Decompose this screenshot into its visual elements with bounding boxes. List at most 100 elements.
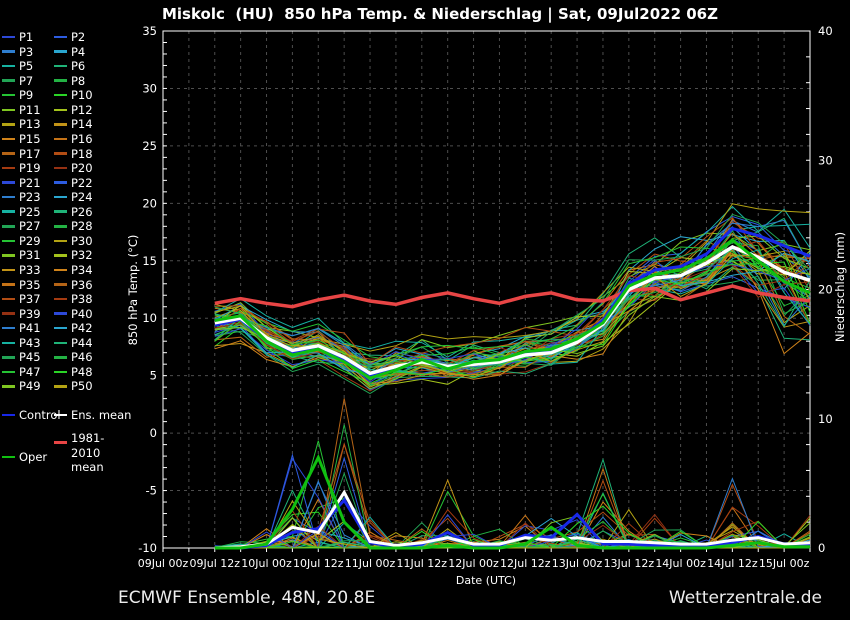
x-tick-label: 09Jul 00z — [138, 557, 189, 570]
control-swatch — [2, 413, 15, 417]
legend-swatch-P34 — [54, 268, 67, 272]
legend-swatch-P40 — [54, 312, 67, 315]
legend-swatch-P12 — [54, 108, 67, 112]
legend-item-P9: P9 — [2, 88, 33, 102]
chart-title: Miskolc (HU) 850 hPa Temp. & Niederschla… — [161, 5, 718, 23]
legend-item-P1: P1 — [2, 30, 34, 44]
legend-item-P32: P32 — [54, 248, 93, 262]
legend-item-ens-mean: Ens. mean — [54, 408, 132, 422]
legend-swatch-P1 — [2, 35, 15, 39]
y-left-tick-label: 20 — [142, 196, 157, 210]
legend-label-P3: P3 — [19, 44, 34, 59]
y-left-tick-label: 25 — [142, 139, 157, 153]
legend-item-P6: P6 — [54, 59, 85, 73]
legend-label-P18: P18 — [71, 146, 93, 161]
legend-item-P38: P38 — [54, 292, 93, 306]
member-temp-line — [214, 203, 811, 352]
legend-item-P47: P47 — [2, 365, 41, 379]
legend-label-P12: P12 — [71, 102, 93, 117]
legend-label-P43: P43 — [19, 335, 41, 350]
legend-label-P41: P41 — [19, 321, 41, 336]
legend-item-P8: P8 — [54, 73, 86, 88]
legend-label-P37: P37 — [19, 292, 41, 307]
legend-item-P31: P31 — [2, 248, 41, 262]
legend-item-P16: P16 — [54, 132, 93, 146]
legend-swatch-P27 — [2, 225, 15, 228]
legend-item-P21: P21 — [2, 175, 41, 190]
y-left-tick-label: 5 — [150, 369, 157, 383]
legend-label-P48: P48 — [71, 364, 93, 379]
legend-item-P23: P23 — [2, 190, 41, 205]
legend-item-P43: P43 — [2, 335, 41, 350]
legend-item-P13: P13 — [2, 117, 41, 131]
legend-label-P19: P19 — [19, 161, 41, 175]
legend-swatch-P5 — [2, 64, 15, 68]
legend-label-P30: P30 — [71, 233, 93, 248]
y-left-tick-label: -5 — [146, 484, 157, 498]
y-right-tick-label: 10 — [818, 412, 833, 426]
y-left-tick-label: 30 — [142, 81, 157, 95]
legend-item-P19: P19 — [2, 161, 41, 175]
legend-swatch-P31 — [2, 254, 15, 257]
legend-swatch-P14 — [54, 123, 67, 126]
legend-label-P14: P14 — [71, 117, 93, 132]
legend-swatch-P24 — [54, 195, 67, 199]
legend-item-oper: Oper — [2, 450, 47, 464]
y-axis-right-title: Niederschlag (mm) — [833, 231, 847, 343]
legend-item-P44: P44 — [54, 336, 93, 350]
ens-mean-swatch — [54, 413, 67, 417]
legend-label-P11: P11 — [19, 102, 41, 117]
legend-item-P3: P3 — [2, 44, 34, 59]
legend-label-P2: P2 — [71, 30, 86, 44]
legend-item-P25: P25 — [2, 205, 41, 219]
legend-item-P28: P28 — [54, 219, 93, 233]
legend-swatch-P28 — [54, 225, 67, 228]
legend-item-P41: P41 — [2, 321, 41, 336]
legend-swatch-P50 — [54, 385, 67, 388]
legend-item-P18: P18 — [54, 146, 93, 161]
x-tick-label: 13Jul 12z — [604, 557, 655, 570]
legend-swatch-P43 — [2, 341, 15, 345]
legend-item-P49: P49 — [2, 379, 41, 394]
legend-label-P27: P27 — [19, 219, 41, 234]
legend-item-P35: P35 — [2, 278, 41, 292]
x-tick-label: 14Jul 00z — [655, 557, 706, 570]
legend-item-P42: P42 — [54, 321, 93, 335]
legend-label-P23: P23 — [19, 190, 41, 205]
legend-item-P7: P7 — [2, 74, 33, 88]
legend-item-P4: P4 — [54, 45, 85, 59]
y-left-tick-label: 0 — [150, 426, 157, 440]
x-tick-label: 13Jul 00z — [552, 557, 603, 570]
legend-swatch-P25 — [2, 210, 15, 213]
legend-swatch-P47 — [2, 370, 15, 374]
legend-swatch-P18 — [54, 152, 67, 155]
clim-mean-label-line2: mean — [71, 460, 104, 474]
ens-mean-label: Ens. mean — [71, 408, 132, 422]
legend-item-P34: P34 — [54, 263, 93, 277]
legend-label-P26: P26 — [71, 204, 93, 219]
legend-swatch-P39 — [2, 312, 15, 315]
legend-swatch-P8 — [54, 79, 67, 82]
legend-label-P8: P8 — [71, 73, 86, 88]
legend-swatch-P2 — [54, 35, 67, 39]
x-tick-label: 11Jul 12z — [397, 557, 448, 570]
x-axis-title: Date (UTC) — [455, 574, 517, 587]
clim-mean-swatch — [54, 441, 67, 444]
control-label: Control — [19, 408, 61, 422]
ensemble-legend: P1 P2 P3 P4 P5 P6 P7 P8 P9 P10 P11 P12 P13 P14 P15 P16 P… — [0, 0, 131, 480]
x-tick-label: 14Jul 12z — [707, 557, 758, 570]
legend-label-P5: P5 — [19, 59, 34, 74]
legend-item-P33: P33 — [2, 263, 41, 277]
legend-label-P49: P49 — [19, 379, 41, 394]
legend-swatch-P29 — [2, 239, 15, 243]
legend-item-P11: P11 — [2, 102, 41, 117]
legend-swatch-P11 — [2, 108, 15, 112]
legend-swatch-P4 — [54, 50, 67, 53]
legend-swatch-P21 — [2, 181, 15, 184]
legend-label-P21: P21 — [19, 175, 41, 190]
legend-label-P1: P1 — [19, 30, 34, 44]
member-temp-line — [214, 205, 811, 358]
legend-item-P46: P46 — [54, 350, 93, 364]
legend-label-P22: P22 — [71, 175, 93, 190]
